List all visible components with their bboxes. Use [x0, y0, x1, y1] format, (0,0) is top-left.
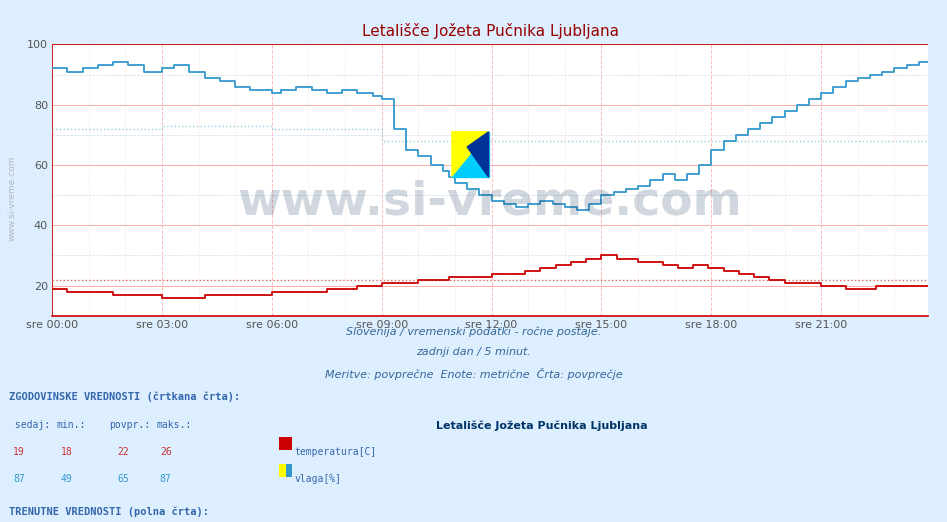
Text: Letališče Jožeta Pučnika Ljubljana: Letališče Jožeta Pučnika Ljubljana [436, 420, 647, 431]
Text: Slovenija / vremenski podatki - ročne postaje.: Slovenija / vremenski podatki - ročne po… [346, 326, 601, 337]
Title: Letališče Jožeta Pučnika Ljubljana: Letališče Jožeta Pučnika Ljubljana [362, 23, 618, 39]
Text: min.:: min.: [57, 420, 86, 430]
Text: 18: 18 [61, 447, 72, 457]
Text: 49: 49 [61, 474, 72, 484]
Text: povpr.:: povpr.: [109, 420, 150, 430]
Text: zadnji dan / 5 minut.: zadnji dan / 5 minut. [416, 347, 531, 357]
Polygon shape [452, 132, 489, 177]
Text: temperatura[C]: temperatura[C] [295, 447, 377, 457]
Text: 87: 87 [160, 474, 171, 484]
Text: 26: 26 [160, 447, 171, 457]
Text: ZGODOVINSKE VREDNOSTI (črtkana črta):: ZGODOVINSKE VREDNOSTI (črtkana črta): [9, 392, 241, 402]
Text: vlaga[%]: vlaga[%] [295, 474, 342, 484]
Text: 19: 19 [13, 447, 25, 457]
Text: 87: 87 [13, 474, 25, 484]
Text: maks.:: maks.: [156, 420, 191, 430]
Polygon shape [452, 132, 489, 177]
Text: www.si-vreme.com: www.si-vreme.com [238, 179, 742, 224]
Polygon shape [467, 132, 489, 177]
Text: TRENUTNE VREDNOSTI (polna črta):: TRENUTNE VREDNOSTI (polna črta): [9, 507, 209, 517]
Text: www.si-vreme.com: www.si-vreme.com [8, 156, 17, 241]
Text: 65: 65 [117, 474, 129, 484]
Text: sedaj:: sedaj: [9, 420, 50, 430]
Text: 22: 22 [117, 447, 129, 457]
Text: Meritve: povprečne  Enote: metrične  Črta: povprečje: Meritve: povprečne Enote: metrične Črta:… [325, 368, 622, 380]
